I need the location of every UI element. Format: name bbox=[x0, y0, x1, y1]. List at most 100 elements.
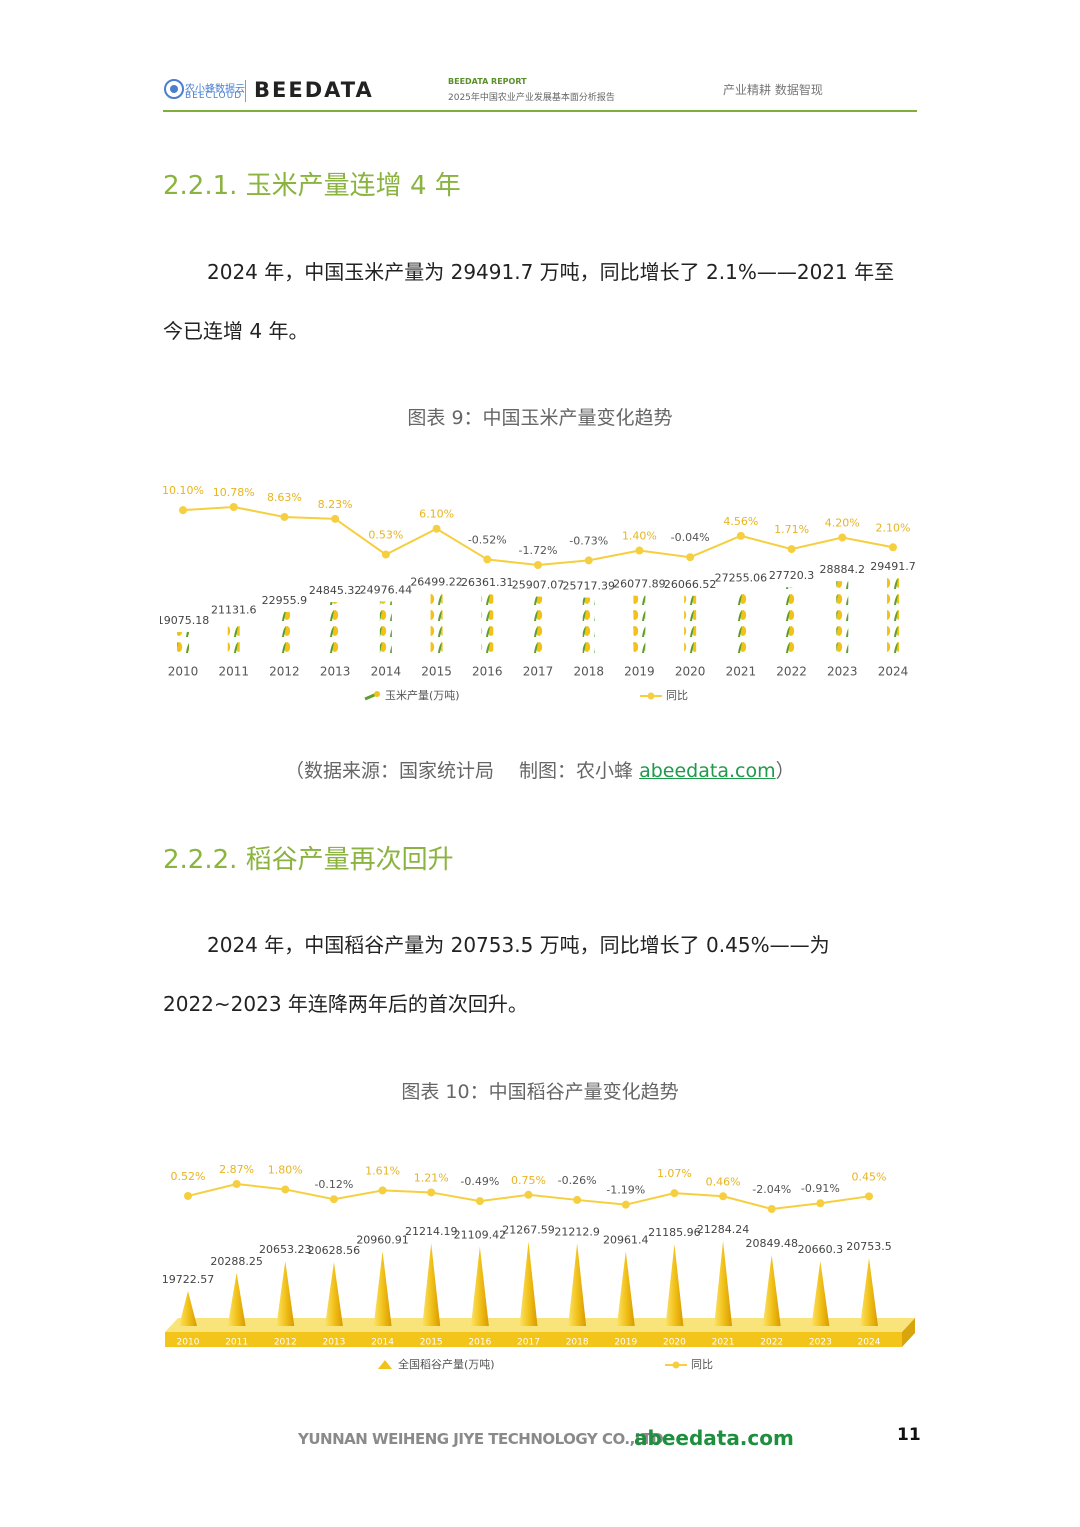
data-label: 21212.9 bbox=[554, 1225, 600, 1238]
line-point bbox=[584, 556, 593, 565]
bar bbox=[582, 597, 595, 655]
source-link[interactable]: abeedata.com bbox=[639, 760, 776, 782]
source-text: ） bbox=[775, 760, 795, 782]
header-rule bbox=[163, 110, 917, 112]
x-tick-label: 2014 bbox=[371, 1338, 394, 1348]
data-label: 2.10% bbox=[876, 521, 911, 534]
line-point bbox=[719, 1192, 728, 1201]
x-tick-label: 2019 bbox=[614, 1338, 637, 1348]
cone-bar bbox=[714, 1241, 733, 1326]
cone-bar bbox=[568, 1243, 587, 1326]
cone-bar bbox=[470, 1246, 489, 1326]
brand: BEEDATA bbox=[254, 78, 374, 102]
x-tick-label: 2013 bbox=[322, 1338, 345, 1348]
line-point bbox=[381, 550, 390, 559]
data-label: 27255.06 bbox=[715, 572, 768, 585]
bar bbox=[329, 602, 342, 655]
legend-label: 同比 bbox=[691, 1358, 713, 1371]
x-tick-label: 2014 bbox=[371, 665, 402, 679]
legend-label: 全国稻谷产量(万吨) bbox=[398, 1357, 495, 1371]
line-point bbox=[427, 1188, 436, 1197]
legend-swatch bbox=[378, 1360, 392, 1369]
section-heading: 2.2.1. 玉米产量连增 4 年 bbox=[163, 171, 461, 201]
line-point bbox=[475, 1197, 484, 1206]
x-tick-label: 2015 bbox=[421, 665, 452, 679]
line-point bbox=[281, 1185, 290, 1194]
cone-bar bbox=[519, 1241, 538, 1326]
line-point bbox=[787, 545, 796, 554]
x-tick-label: 2010 bbox=[177, 1338, 200, 1348]
data-label: 21214.19 bbox=[405, 1225, 458, 1238]
cone-bar bbox=[324, 1261, 343, 1326]
floor-front bbox=[165, 1332, 902, 1347]
data-label: 0.52% bbox=[171, 1170, 206, 1183]
bar bbox=[532, 596, 544, 655]
data-label: -0.12% bbox=[314, 1178, 353, 1191]
line-point bbox=[573, 1195, 582, 1204]
x-tick-label: 2011 bbox=[225, 1338, 248, 1348]
cone-bar bbox=[276, 1261, 295, 1326]
data-label: 6.10% bbox=[419, 508, 454, 521]
data-label: 2.87% bbox=[219, 1163, 254, 1176]
data-label: 21267.59 bbox=[502, 1224, 555, 1237]
cone-bar bbox=[762, 1254, 781, 1326]
data-label: 26361.31 bbox=[461, 576, 514, 589]
bar bbox=[836, 581, 849, 655]
line-point bbox=[816, 1199, 825, 1208]
data-label: 26499.22 bbox=[410, 576, 463, 589]
bar bbox=[227, 621, 240, 655]
x-tick-label: 2017 bbox=[523, 665, 554, 679]
data-label: -2.04% bbox=[752, 1183, 791, 1196]
data-label: -0.91% bbox=[801, 1182, 840, 1195]
data-label: 20288.25 bbox=[210, 1255, 263, 1268]
line-point bbox=[621, 1200, 630, 1209]
x-tick-label: 2016 bbox=[472, 665, 503, 679]
line-point bbox=[635, 546, 644, 555]
x-tick-label: 2018 bbox=[566, 1338, 589, 1348]
data-label: -0.26% bbox=[558, 1174, 597, 1187]
data-label: 27720.3 bbox=[769, 569, 815, 582]
data-label: 1.40% bbox=[622, 530, 657, 543]
data-label: 10.10% bbox=[162, 484, 204, 497]
x-tick-label: 2012 bbox=[274, 1338, 297, 1348]
data-label: 20653.23 bbox=[259, 1243, 312, 1256]
x-tick-label: 2011 bbox=[218, 665, 249, 679]
x-tick-label: 2021 bbox=[726, 665, 757, 679]
data-label: 25717.39 bbox=[562, 580, 615, 593]
data-label: 21109.42 bbox=[454, 1229, 507, 1242]
x-tick-label: 2017 bbox=[517, 1338, 540, 1348]
paragraph-line: 2024 年，中国稻谷产量为 20753.5 万吨，同比增长了 0.45%——为 bbox=[207, 933, 830, 957]
data-label: 19722.57 bbox=[162, 1273, 215, 1286]
slogan: 产业精耕 数据智现 bbox=[723, 83, 823, 97]
line-point bbox=[329, 1195, 338, 1204]
line-point bbox=[767, 1205, 776, 1213]
footer-site: abeedata.com bbox=[634, 1426, 794, 1450]
line-point bbox=[432, 524, 441, 533]
x-tick-label: 2018 bbox=[573, 665, 604, 679]
data-label: 21185.96 bbox=[648, 1226, 701, 1239]
chart: 2010 2011 2012 2013 2014 2015 2016 2017 2018 2019… bbox=[160, 484, 916, 702]
floor-side bbox=[902, 1318, 915, 1347]
data-label: 24845.32 bbox=[309, 584, 362, 597]
chart-caption: 图表 10：中国稻谷产量变化趋势 bbox=[401, 1081, 679, 1103]
data-label: 20753.5 bbox=[846, 1240, 892, 1253]
bar bbox=[785, 587, 798, 655]
footer-company: YUNNAN WEIHENG JIYE TECHNOLOGY CO.,LTD. bbox=[298, 1430, 669, 1448]
data-label: 26066.52 bbox=[664, 578, 717, 591]
x-tick-label: 2015 bbox=[420, 1338, 443, 1348]
data-label: 1.07% bbox=[657, 1167, 692, 1180]
x-tick-label: 2022 bbox=[760, 1338, 783, 1348]
data-label: 0.53% bbox=[368, 529, 403, 542]
logo-icon bbox=[164, 79, 184, 99]
logo-text: 农小蜂数据云 bbox=[185, 84, 245, 95]
data-label: 28884.2 bbox=[820, 563, 866, 576]
x-tick-label: 2022 bbox=[776, 665, 807, 679]
cone-bar bbox=[811, 1260, 830, 1326]
data-label: 8.23% bbox=[318, 498, 353, 511]
data-label: 19075.18 bbox=[160, 614, 209, 627]
cone-bar bbox=[860, 1257, 878, 1326]
data-label: 29491.7 bbox=[870, 560, 916, 573]
data-label: -0.04% bbox=[671, 531, 710, 544]
data-label: 8.63% bbox=[267, 491, 302, 504]
